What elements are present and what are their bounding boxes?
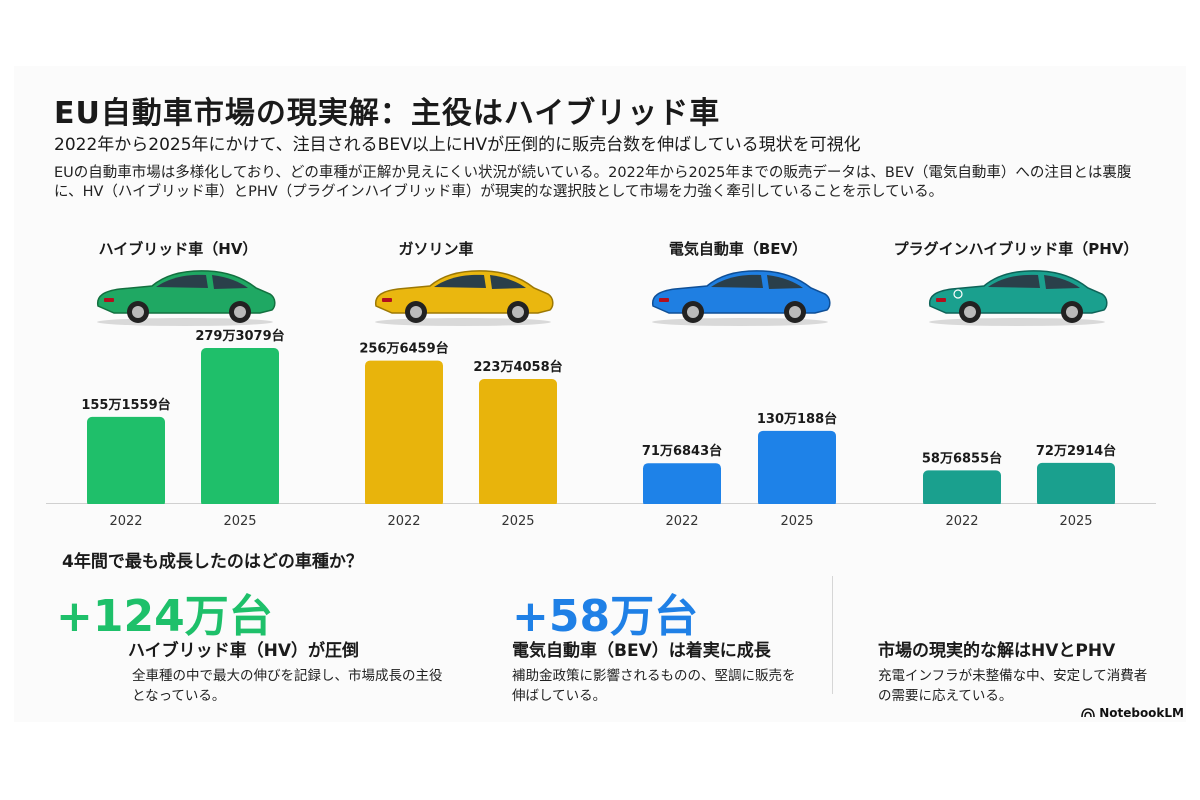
category-label-gasoline: ガソリン車 xyxy=(398,240,474,258)
hv-growth-text: 全車種の中で最大の伸びを記録し、市場成長の主役となっている。 xyxy=(132,668,443,704)
bar-bev-2022 xyxy=(643,463,721,507)
hv-car-icon xyxy=(96,270,276,326)
data-label-hv-2025: 279万3079台 xyxy=(195,328,284,344)
x-tick-label-phv-2022: 2022 xyxy=(945,514,978,529)
conclusion-heading: 市場の現実的な解はHVとPHV xyxy=(878,641,1116,661)
bev-growth-heading: 電気自動車（BEV）は着実に成長 xyxy=(512,641,771,661)
bev-growth-text: 補助金政策に影響されるものの、堅調に販売を伸ばしている。 xyxy=(512,668,796,704)
gasoline-car-icon xyxy=(374,270,554,326)
x-tick-label-gasoline-2022: 2022 xyxy=(387,514,420,529)
bar-base-mask xyxy=(364,504,444,510)
bar-gasoline-2022 xyxy=(365,360,443,507)
data-label-hv-2022: 155万1559台 xyxy=(81,397,170,413)
category-label-bev: 電気自動車（BEV） xyxy=(668,240,808,258)
bar-base-mask xyxy=(478,504,558,510)
data-label-bev-2025: 130万188台 xyxy=(757,411,837,427)
bar-hv-2022 xyxy=(87,416,165,507)
bar-base-mask xyxy=(757,504,837,510)
category-label-hv: ハイブリッド車（HV） xyxy=(98,240,258,258)
x-tick-label-hv-2022: 2022 xyxy=(109,514,142,529)
bev-growth-value: +58万台 xyxy=(512,591,699,642)
category-label-phv: プラグインハイブリッド車（PHV） xyxy=(893,240,1139,258)
x-tick-label-phv-2025: 2025 xyxy=(1059,514,1092,529)
description: EUの自動車市場は多様化しており、どの車種が正解か見えにくい状況が続いている。2… xyxy=(54,165,1132,200)
bar-base-mask xyxy=(200,504,280,510)
notebooklm-logo-icon xyxy=(1081,708,1095,718)
brand-name: NotebookLM xyxy=(1099,706,1184,720)
hv-growth-heading: ハイブリッド車（HV）が圧倒 xyxy=(128,641,360,661)
bar-phv-2025 xyxy=(1037,462,1115,507)
bar-base-mask xyxy=(922,504,1002,510)
conclusion-text: 充電インフラが未整備な中、安定して消費者の需要に応えている。 xyxy=(878,668,1148,704)
x-tick-label-bev-2022: 2022 xyxy=(665,514,698,529)
data-label-gasoline-2025: 223万4058台 xyxy=(473,359,562,375)
data-label-phv-2022: 58万6855台 xyxy=(922,450,1002,466)
bev-car-icon xyxy=(651,270,831,326)
bar-hv-2025 xyxy=(201,348,279,507)
phv-car-icon xyxy=(928,270,1108,326)
bar-base-mask xyxy=(642,504,722,510)
data-label-phv-2025: 72万2914台 xyxy=(1036,443,1116,459)
data-label-bev-2022: 71万6843台 xyxy=(642,443,722,459)
bar-bev-2025 xyxy=(758,430,836,507)
page-subtitle: 2022年から2025年にかけて、注目されるBEV以上にHVが圧倒的に販売台数を… xyxy=(54,135,861,155)
brand-badge: NotebookLM xyxy=(1081,706,1184,720)
x-tick-label-hv-2025: 2025 xyxy=(223,514,256,529)
bar-phv-2022 xyxy=(923,470,1001,507)
growth-question: 4年間で最も成長したのはどの車種か？ xyxy=(62,552,363,572)
page-title: EU自動車市場の現実解：主役はハイブリッド車 xyxy=(54,96,721,131)
x-tick-label-gasoline-2025: 2025 xyxy=(501,514,534,529)
data-label-gasoline-2022: 256万6459台 xyxy=(359,341,448,357)
bar-gasoline-2025 xyxy=(479,379,557,507)
bar-base-mask xyxy=(1036,504,1116,510)
hv-growth-value: +124万台 xyxy=(56,591,273,642)
column-divider xyxy=(832,576,833,694)
bar-base-mask xyxy=(86,504,166,510)
x-tick-label-bev-2025: 2025 xyxy=(780,514,813,529)
